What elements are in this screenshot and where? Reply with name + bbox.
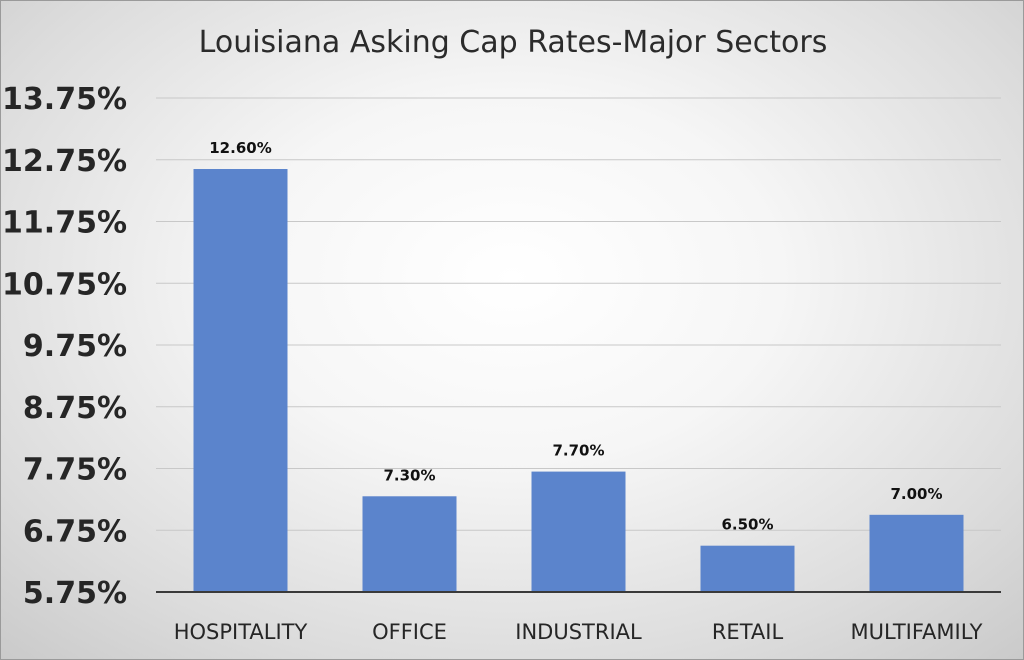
bar — [193, 169, 288, 592]
data-labels: 12.60% 7.30% 7.70% 6.50% 7.00% — [209, 139, 942, 534]
bar — [362, 496, 457, 592]
y-tick-label: 5.75% — [23, 576, 127, 611]
data-label: 7.30% — [383, 466, 435, 484]
data-label: 12.60% — [209, 139, 271, 157]
x-tick-label: MULTIFAMILY — [851, 620, 983, 644]
y-tick-label: 7.75% — [23, 453, 127, 488]
y-tick-label: 12.75% — [2, 144, 127, 179]
x-tick-label: OFFICE — [372, 620, 447, 644]
y-tick-label: 13.75% — [2, 82, 127, 117]
x-tick-label: INDUSTRIAL — [515, 620, 642, 644]
x-tick-label: HOSPITALITY — [174, 620, 308, 644]
data-label: 6.50% — [721, 516, 773, 534]
y-axis-ticks: 5.75% 6.75% 7.75% 8.75% 9.75% 10.75% 11.75% 12.… — [2, 82, 127, 611]
y-tick-label: 8.75% — [23, 391, 127, 426]
y-tick-label: 10.75% — [2, 267, 127, 302]
data-label: 7.00% — [890, 485, 942, 503]
bars — [193, 169, 964, 592]
bar — [869, 514, 964, 592]
data-label: 7.70% — [552, 442, 604, 460]
y-tick-label: 9.75% — [23, 329, 127, 364]
y-tick-label: 6.75% — [23, 514, 127, 549]
gridlines — [156, 97, 1001, 531]
x-tick-label: RETAIL — [712, 620, 784, 644]
y-tick-label: 11.75% — [2, 206, 127, 241]
bar — [700, 545, 795, 592]
chart-title: Louisiana Asking Cap Rates-Major Sectors — [199, 25, 828, 60]
x-axis-ticks: HOSPITALITY OFFICE INDUSTRIAL RETAIL MULTIFA… — [174, 620, 983, 644]
bar — [531, 471, 626, 592]
